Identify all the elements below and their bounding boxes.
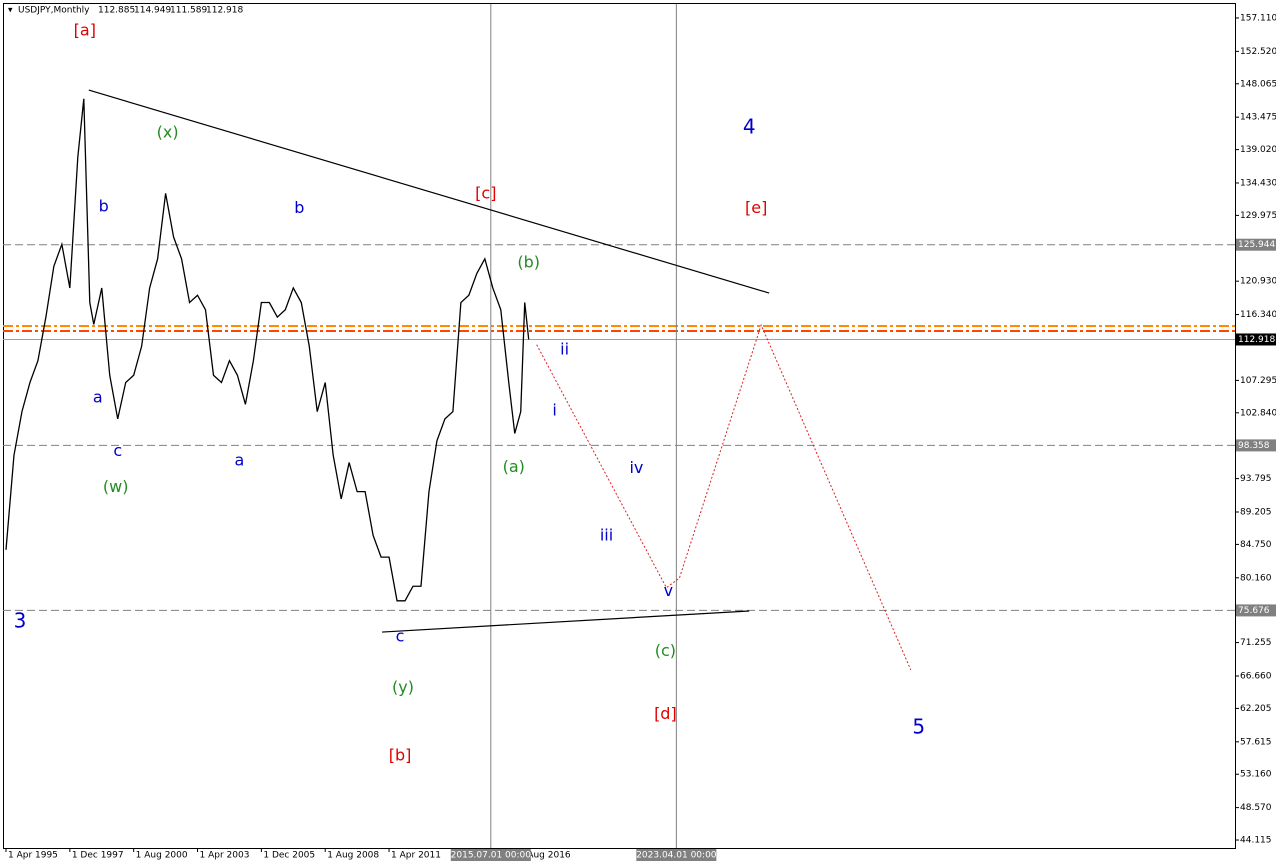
y-tick-label: 139.020 [1240, 145, 1276, 155]
wave-label: [d] [654, 704, 677, 723]
wave-label: a [235, 451, 245, 470]
y-tick-label: 44.115 [1240, 836, 1272, 846]
level-tag [1236, 238, 1276, 251]
wave-label: c [113, 441, 122, 460]
chart-title: USDJPY,Monthly [18, 6, 90, 16]
cursor-label: 2015.07.01 00:00 [451, 851, 532, 861]
y-tick-label: 143.475 [1240, 113, 1276, 123]
wave-label: [a] [74, 21, 96, 40]
y-tick-label: 89.205 [1240, 507, 1272, 517]
y-tick-label: 148.065 [1240, 79, 1276, 89]
level-label: 125.944 [1238, 240, 1275, 250]
symbol-arrow: ▾ [8, 6, 13, 16]
cursor-label: 2023.04.01 00:00 [636, 851, 717, 861]
wave-label: [c] [475, 184, 496, 203]
price-line-series [5, 98, 530, 602]
wave-label: v [664, 581, 673, 600]
cursor-tag [450, 849, 531, 861]
wave-label: b [294, 198, 304, 217]
wave-label: i [552, 400, 556, 419]
wave-label: ii [560, 339, 569, 358]
wave-label: a [93, 387, 103, 406]
wave-label: (x) [157, 122, 179, 141]
y-tick-label: 53.160 [1240, 770, 1272, 780]
trendline [382, 610, 750, 633]
y-tick-label: 129.975 [1240, 211, 1276, 221]
x-tick-label: 1 Aug 2008 [327, 851, 379, 861]
wave-label: 5 [912, 715, 925, 739]
x-tick-label: 1 Aug 2000 [136, 851, 188, 861]
wave-label: (c) [655, 641, 676, 660]
plot-frame [3, 3, 1236, 849]
y-tick-label: 107.295 [1240, 376, 1276, 386]
ohlc-value: 111.589 [170, 6, 207, 16]
wave-label: iv [629, 458, 643, 477]
wave-label: c [396, 627, 405, 646]
x-tick-label: 1 Dec 1997 [72, 851, 124, 861]
x-tick-label: 1 Apr 1995 [8, 851, 58, 861]
y-tick-label: 84.750 [1240, 540, 1272, 550]
y-tick-label: 57.615 [1240, 737, 1272, 747]
y-tick-label: 66.660 [1240, 672, 1272, 682]
y-tick-label: 48.570 [1240, 803, 1272, 813]
level-tag [1236, 439, 1276, 452]
y-tick-label: 80.160 [1240, 573, 1272, 583]
price-label: 112.918 [1238, 335, 1275, 345]
y-tick-label: 157.110 [1240, 13, 1276, 23]
y-tick-label: 116.340 [1240, 310, 1276, 320]
x-tick-label: 1 Apr 2003 [200, 851, 250, 861]
y-tick-label: 102.840 [1240, 408, 1276, 418]
wave-label: b [99, 197, 109, 216]
price-tag [1236, 333, 1276, 346]
wave-label: (y) [392, 678, 414, 697]
wave-label: (b) [517, 253, 540, 272]
y-tick-label: 93.795 [1240, 474, 1272, 484]
wave-label: 4 [743, 114, 756, 138]
y-tick-label: 152.520 [1240, 47, 1276, 57]
wave-label: (w) [103, 477, 129, 496]
x-tick-label: 1 Apr 2011 [391, 851, 441, 861]
y-tick-label: 62.205 [1240, 704, 1272, 714]
x-tick-label: 1 Dec 2005 [263, 851, 315, 861]
level-label: 75.676 [1238, 606, 1270, 616]
y-tick-label: 120.930 [1240, 277, 1276, 287]
y-tick-label: 71.255 [1240, 638, 1272, 648]
wave-label: 3 [14, 608, 27, 632]
ohlc-value: 114.949 [134, 6, 171, 16]
ohlc-value: 112.885 [98, 6, 135, 16]
wave-label: [e] [745, 198, 767, 217]
x-tick-label: 1 Aug 2016 [519, 851, 571, 861]
y-tick-label: 134.430 [1240, 178, 1276, 188]
wave-label: [b] [389, 745, 412, 764]
level-tag [1236, 604, 1276, 617]
trendline [88, 89, 770, 294]
cursor-tag [636, 849, 717, 861]
ohlc-value: 112.918 [206, 6, 243, 16]
wave-label: (a) [503, 457, 525, 476]
wave-label: iii [600, 526, 613, 545]
level-label: 98.358 [1238, 441, 1270, 451]
